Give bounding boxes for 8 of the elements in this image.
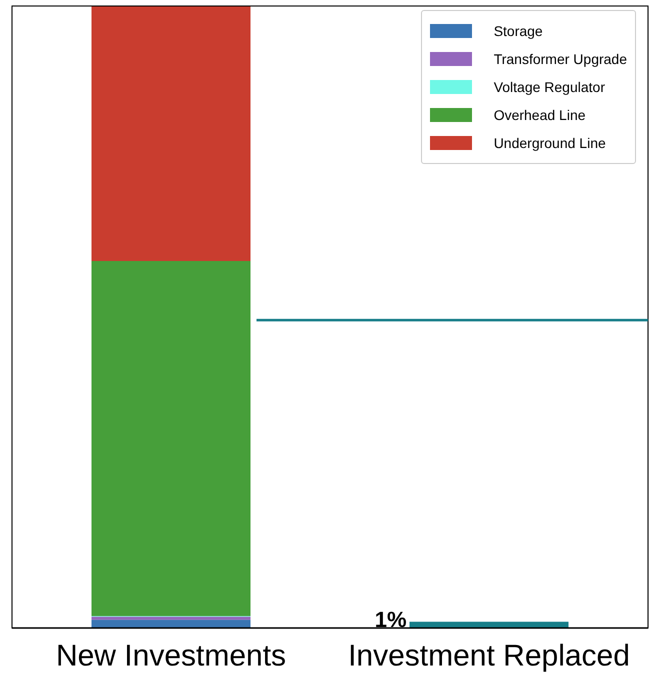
- legend-label: Underground Line: [494, 135, 606, 151]
- legend-label: Transformer Upgrade: [494, 51, 627, 67]
- legend-label: Overhead Line: [494, 107, 586, 123]
- annotation: 1%: [374, 607, 406, 632]
- legend-label: Voltage Regulator: [494, 79, 605, 95]
- legend-label: Storage: [494, 23, 543, 39]
- x-tick-label: Investment Replaced: [348, 639, 630, 672]
- x-tick-label: New Investments: [56, 639, 286, 672]
